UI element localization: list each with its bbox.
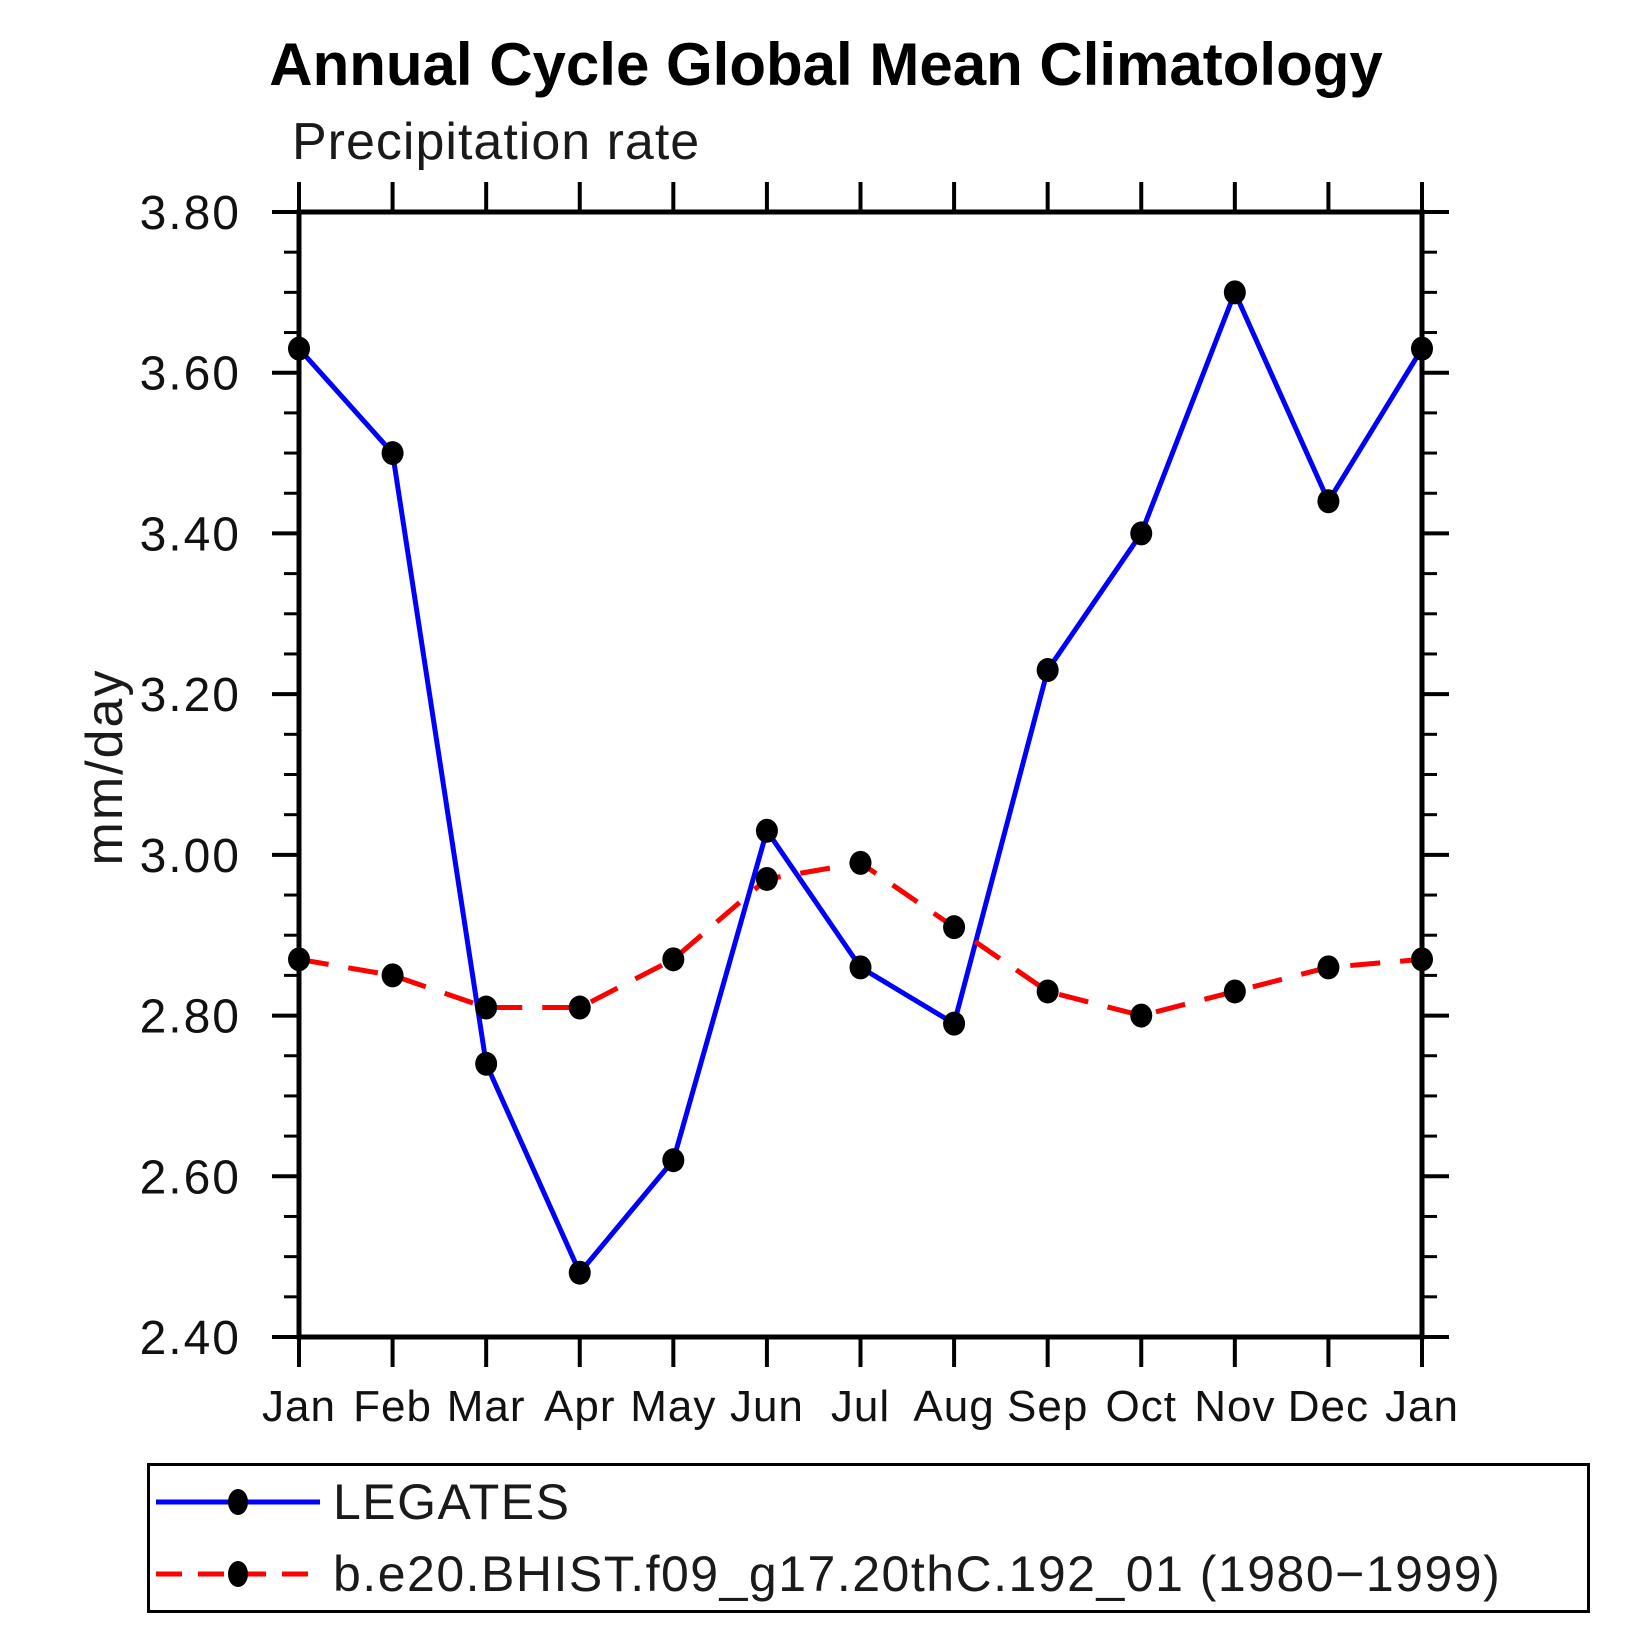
data-point-series-1 (755, 866, 778, 891)
series-line-0 (297, 289, 1425, 1276)
legend-sample-solid (156, 1489, 320, 1515)
data-point-series-0 (1411, 336, 1433, 361)
y-tick-label: 3.40 (140, 508, 241, 561)
data-point-series-1 (1317, 955, 1340, 980)
x-tick-label: Mar (447, 1382, 526, 1431)
data-point-series-0 (288, 336, 310, 361)
data-point-series-1 (1411, 947, 1433, 972)
plot-frame (296, 209, 1425, 1340)
legend-label-model: b.e20.BHIST.f09_g17.20thC.192_01 (1980−1… (333, 1546, 1502, 1602)
x-tick-label: Jun (730, 1382, 804, 1431)
data-point-series-1 (381, 963, 404, 988)
legend-item-legates: LEGATES (150, 1466, 1587, 1538)
x-tick-label: May (630, 1382, 716, 1431)
y-tick-label: 2.80 (140, 991, 241, 1044)
y-tick-label: 3.00 (140, 830, 241, 883)
legend-item-model: b.e20.BHIST.f09_g17.20thC.192_01 (1980−1… (150, 1538, 1587, 1610)
data-point-series-0 (568, 1260, 591, 1285)
x-tick-label: Nov (1194, 1382, 1275, 1431)
x-tick-label: Sep (1007, 1382, 1088, 1431)
x-tick-label: Aug (913, 1382, 994, 1431)
data-point-series-0 (381, 441, 404, 466)
x-tick-label: Jul (831, 1382, 890, 1431)
data-point-series-0 (1317, 489, 1340, 514)
data-point-series-1 (568, 995, 591, 1020)
x-tick-label: Feb (353, 1382, 432, 1431)
legend-sample-dashed (156, 1561, 320, 1587)
data-point-series-0 (849, 955, 872, 980)
chart-subtitle: Precipitation rate (292, 113, 701, 171)
x-tick-label: Dec (1288, 1382, 1369, 1431)
legend-marker-dot (228, 1561, 248, 1587)
legend-label-legates: LEGATES (333, 1474, 571, 1530)
data-point-series-0 (1036, 658, 1059, 683)
x-tick-label: Jan (1385, 1382, 1459, 1431)
x-tick-label: Jan (262, 1382, 336, 1431)
x-tick-label: Apr (544, 1382, 615, 1431)
x-tick-label: Oct (1106, 1382, 1177, 1431)
y-tick-label: 3.60 (140, 348, 241, 401)
data-point-series-1 (662, 947, 685, 972)
data-point-series-1 (943, 915, 966, 940)
data-point-series-1 (288, 947, 310, 972)
data-point-series-1 (849, 850, 872, 875)
data-point-series-0 (1130, 521, 1153, 546)
data-point-series-0 (943, 1011, 966, 1036)
data-point-series-1 (1036, 979, 1059, 1004)
data-point-series-0 (1223, 280, 1246, 305)
y-tick-label: 3.20 (140, 669, 241, 722)
data-point-series-0 (475, 1051, 498, 1076)
legend: LEGATES b.e20.BHIST.f09_g17.20thC.192_01… (147, 1463, 1590, 1613)
data-point-series-0 (662, 1148, 685, 1173)
data-point-series-1 (1223, 979, 1246, 1004)
y-tick-label: 3.80 (140, 187, 241, 240)
data-point-series-1 (1130, 1003, 1153, 1028)
data-point-series-1 (475, 995, 498, 1020)
data-point-series-0 (755, 818, 778, 843)
legend-marker-dot (228, 1489, 248, 1515)
y-tick-label: 2.40 (140, 1312, 241, 1365)
chart-title: Annual Cycle Global Mean Climatology (269, 31, 1383, 98)
y-tick-label: 2.60 (140, 1151, 241, 1204)
